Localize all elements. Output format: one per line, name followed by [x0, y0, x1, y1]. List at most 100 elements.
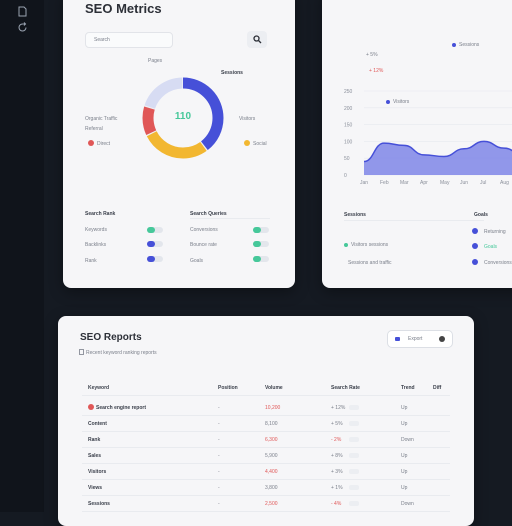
table-cell: 10,200	[265, 405, 281, 411]
list-item: Bounce rate	[190, 242, 217, 248]
column-header[interactable]: Volume	[265, 385, 283, 391]
table-cell: Content	[88, 421, 107, 427]
x-tick-label: Aug	[500, 180, 509, 186]
divider	[82, 479, 450, 480]
area-series-line	[363, 140, 512, 163]
table-cell: Down	[401, 437, 414, 443]
toggle-switch[interactable]	[147, 256, 163, 262]
search-input[interactable]: Search	[85, 32, 173, 48]
export-button[interactable]: Export	[387, 330, 453, 348]
toggle-switch[interactable]	[253, 227, 269, 233]
divider	[344, 220, 484, 221]
column-header[interactable]: Diff	[433, 385, 442, 391]
toggle-switch[interactable]	[253, 241, 269, 247]
area-series	[364, 141, 512, 175]
list-item: Sessions and traffic	[348, 260, 392, 266]
rate-bar	[349, 453, 359, 458]
column-header[interactable]: Trend	[401, 385, 415, 391]
table-cell: + 1%	[331, 485, 343, 491]
column-header[interactable]: Position	[218, 385, 238, 391]
rate-bar	[349, 421, 359, 426]
reports-card: SEO Reports Recent keyword ranking repor…	[58, 316, 474, 526]
table-cell: -	[218, 437, 220, 443]
table-cell: -	[218, 405, 220, 411]
table-cell: 3,800	[265, 485, 278, 491]
divider	[190, 218, 270, 219]
table-cell: -	[218, 501, 220, 507]
donut-segment-red	[142, 77, 224, 159]
legend-change-2: + 12%	[369, 68, 384, 74]
table-cell: Sessions	[88, 501, 110, 507]
table-cell: Up	[401, 421, 408, 427]
x-tick-label: Mar	[400, 180, 409, 186]
y-tick-label: 250	[344, 89, 353, 95]
legend-change-1: + 5%	[366, 52, 378, 58]
divider	[82, 415, 450, 416]
search-input-value: Search	[94, 37, 110, 43]
x-tick-label: Jul	[480, 180, 486, 186]
legend-dot	[344, 243, 348, 247]
table-cell: 6,300	[265, 437, 278, 443]
table-cell: Down	[401, 501, 414, 507]
bottom-left-header: Sessions	[344, 212, 366, 218]
table-cell: -	[218, 453, 220, 459]
table-cell: -	[218, 469, 220, 475]
list-item: Conversions	[484, 260, 512, 266]
y-tick-label: 200	[344, 106, 353, 112]
list-item: Visitors sessions	[351, 242, 389, 248]
rate-bar	[349, 469, 359, 474]
table-cell: Search engine report	[96, 405, 147, 411]
table-cell: + 12%	[331, 405, 346, 411]
list-item: Rank	[85, 258, 97, 264]
table-cell: Views	[88, 485, 103, 491]
export-icon	[395, 337, 400, 341]
label-sessions: Sessions	[221, 70, 243, 76]
table-cell: - 2%	[331, 437, 342, 443]
refresh-icon[interactable]	[17, 22, 28, 33]
donut-segment-blue	[142, 77, 224, 159]
file-icon[interactable]	[17, 6, 28, 17]
list-item: Backlinks	[85, 242, 107, 248]
divider	[82, 447, 450, 448]
list-left-header: Search Rank	[85, 211, 116, 217]
legend-dot	[472, 259, 478, 265]
card-title: SEO Reports	[80, 332, 142, 343]
y-tick-label: 100	[344, 139, 353, 145]
y-tick-label: 0	[344, 173, 347, 179]
toggle-switch[interactable]	[147, 227, 163, 233]
column-header[interactable]: Search Rate	[331, 385, 360, 391]
label-organic-traffic: Organic Traffic	[85, 116, 118, 122]
card-subtitle: Recent keyword ranking reports	[86, 350, 157, 356]
sidebar	[0, 0, 44, 512]
table-cell: + 3%	[331, 469, 343, 475]
rate-bar	[349, 437, 359, 442]
label-visitors: Visitors	[239, 116, 256, 122]
legend-dot	[452, 43, 456, 47]
y-tick-label: 150	[344, 123, 353, 129]
rate-bar	[349, 485, 359, 490]
legend-dot	[472, 228, 478, 234]
label-pages: Pages	[148, 58, 163, 64]
search-button[interactable]	[247, 31, 267, 48]
toggle-switch[interactable]	[253, 256, 269, 262]
table-cell: Sales	[88, 453, 102, 459]
divider	[82, 395, 450, 396]
legend-dot-yellow	[244, 140, 250, 146]
table-cell: 4,400	[265, 469, 278, 475]
list-item: Goals	[190, 258, 204, 264]
x-tick-label: May	[440, 180, 450, 186]
legend-dot	[386, 100, 390, 104]
divider	[82, 495, 450, 496]
legend-dot-red	[88, 140, 94, 146]
export-label: Export	[408, 336, 423, 342]
list-right-header: Search Queries	[190, 211, 227, 217]
table-cell: 2,500	[265, 501, 278, 507]
column-header[interactable]: Keyword	[88, 385, 110, 391]
table-cell: Up	[401, 485, 408, 491]
table-cell: + 5%	[331, 421, 343, 427]
table-cell: + 8%	[331, 453, 343, 459]
table-cell: -	[218, 421, 220, 427]
legend-direct: Direct	[97, 141, 111, 147]
toggle-switch[interactable]	[147, 241, 163, 247]
divider	[82, 463, 450, 464]
